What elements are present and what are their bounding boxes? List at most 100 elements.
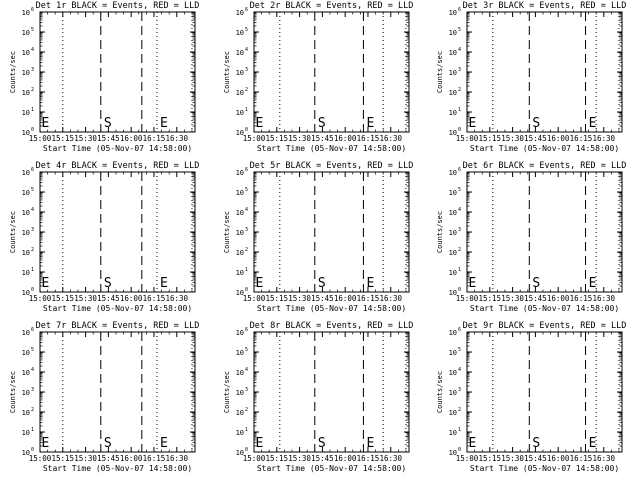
y-tick-label: 10 xyxy=(236,269,244,277)
y-tick-exponent: 4 xyxy=(245,367,248,373)
y-tick-label: 10 xyxy=(236,69,244,77)
y-tick-exponent: 0 xyxy=(31,287,34,293)
x-tick-label: 15:00 xyxy=(456,454,479,463)
y-tick-exponent: 6 xyxy=(31,327,34,333)
marker-s: S xyxy=(532,436,540,451)
y-tick-exponent: 3 xyxy=(245,227,248,233)
x-tick-label: 15:45 xyxy=(524,134,547,143)
y-tick-exponent: 0 xyxy=(458,447,461,453)
y-axis-label: Counts/sec xyxy=(223,371,231,413)
y-tick-exponent: 2 xyxy=(458,247,461,253)
y-tick-label: 10 xyxy=(449,189,457,197)
marker-s: S xyxy=(318,436,326,451)
y-tick-label: 10 xyxy=(22,209,30,217)
y-tick-exponent: 0 xyxy=(31,127,34,133)
y-axis-label: Counts/sec xyxy=(223,211,231,253)
x-tick-label: 16:15 xyxy=(357,454,380,463)
y-tick-label: 10 xyxy=(22,369,30,377)
y-tick-exponent: 6 xyxy=(458,167,461,173)
y-tick-label: 10 xyxy=(236,449,244,457)
y-tick-exponent: 5 xyxy=(458,347,461,353)
plot-frame xyxy=(466,11,623,133)
marker-e: E xyxy=(256,276,264,291)
y-tick-label: 10 xyxy=(22,9,30,17)
x-tick-label: 15:15 xyxy=(52,454,75,463)
x-tick-label: 15:15 xyxy=(266,134,289,143)
marker-e: E xyxy=(160,436,168,451)
y-tick-exponent: 1 xyxy=(31,107,34,113)
y-tick-label: 10 xyxy=(236,329,244,337)
x-tick-label: 16:30 xyxy=(379,454,402,463)
x-tick-label: 15:30 xyxy=(288,454,311,463)
x-tick-label: 16:30 xyxy=(379,134,402,143)
marker-e: E xyxy=(469,436,477,451)
y-tick-label: 10 xyxy=(449,9,457,17)
marker-e: E xyxy=(366,116,374,131)
y-tick-label: 10 xyxy=(449,349,457,357)
panel-title: Det 6r BLACK = Events, RED = LLD xyxy=(463,161,627,171)
x-axis-label: Start Time (05-Nov-07 14:58:00) xyxy=(43,144,192,153)
x-tick-label: 16:00 xyxy=(334,294,357,303)
y-tick-exponent: 4 xyxy=(31,47,34,53)
x-tick-label: 16:15 xyxy=(143,454,166,463)
y-tick-label: 10 xyxy=(449,329,457,337)
x-tick-label: 15:45 xyxy=(97,294,120,303)
marker-s: S xyxy=(104,276,112,291)
y-tick-exponent: 4 xyxy=(245,47,248,53)
panel-title: Det 8r BLACK = Events, RED = LLD xyxy=(250,321,414,331)
y-tick-exponent: 4 xyxy=(31,207,34,213)
x-tick-label: 15:30 xyxy=(501,454,524,463)
plot-frame xyxy=(253,11,410,133)
marker-e: E xyxy=(42,436,50,451)
panel-title: Det 7r BLACK = Events, RED = LLD xyxy=(36,321,200,331)
y-tick-exponent: 2 xyxy=(245,87,248,93)
plot-frame xyxy=(466,171,623,293)
y-tick-exponent: 1 xyxy=(245,427,248,433)
x-tick-label: 15:00 xyxy=(29,294,52,303)
y-tick-exponent: 5 xyxy=(31,347,34,353)
y-axis-label: Counts/sec xyxy=(436,51,444,93)
x-tick-label: 15:30 xyxy=(74,294,97,303)
y-tick-label: 10 xyxy=(236,89,244,97)
x-tick-label: 15:15 xyxy=(479,134,502,143)
y-tick-label: 10 xyxy=(449,109,457,117)
y-tick-exponent: 5 xyxy=(245,187,248,193)
x-axis-label: Start Time (05-Nov-07 14:58:00) xyxy=(43,464,192,473)
y-tick-label: 10 xyxy=(236,9,244,17)
y-tick-exponent: 4 xyxy=(245,207,248,213)
x-axis-label: Start Time (05-Nov-07 14:58:00) xyxy=(43,304,192,313)
x-tick-label: 16:30 xyxy=(165,294,188,303)
y-axis-label: Counts/sec xyxy=(9,371,17,413)
marker-s: S xyxy=(104,436,112,451)
y-tick-exponent: 6 xyxy=(458,7,461,13)
marker-e: E xyxy=(469,276,477,291)
y-tick-exponent: 2 xyxy=(458,407,461,413)
x-tick-label: 15:45 xyxy=(97,454,120,463)
y-tick-label: 10 xyxy=(236,209,244,217)
y-tick-exponent: 0 xyxy=(458,127,461,133)
x-tick-label: 16:30 xyxy=(592,294,615,303)
y-tick-exponent: 2 xyxy=(31,87,34,93)
y-tick-label: 10 xyxy=(22,89,30,97)
x-tick-label: 15:45 xyxy=(311,294,334,303)
y-tick-exponent: 1 xyxy=(31,267,34,273)
y-tick-label: 10 xyxy=(22,129,30,137)
y-tick-exponent: 0 xyxy=(245,127,248,133)
y-tick-exponent: 0 xyxy=(31,447,34,453)
y-tick-label: 10 xyxy=(22,409,30,417)
y-tick-label: 10 xyxy=(236,249,244,257)
y-tick-exponent: 2 xyxy=(245,407,248,413)
y-tick-label: 10 xyxy=(449,89,457,97)
y-tick-label: 10 xyxy=(22,329,30,337)
x-axis-label: Start Time (05-Nov-07 14:58:00) xyxy=(470,464,619,473)
x-tick-label: 15:15 xyxy=(266,454,289,463)
y-tick-exponent: 1 xyxy=(458,267,461,273)
x-tick-label: 15:30 xyxy=(288,134,311,143)
x-tick-label: 15:45 xyxy=(524,294,547,303)
y-tick-exponent: 3 xyxy=(31,387,34,393)
